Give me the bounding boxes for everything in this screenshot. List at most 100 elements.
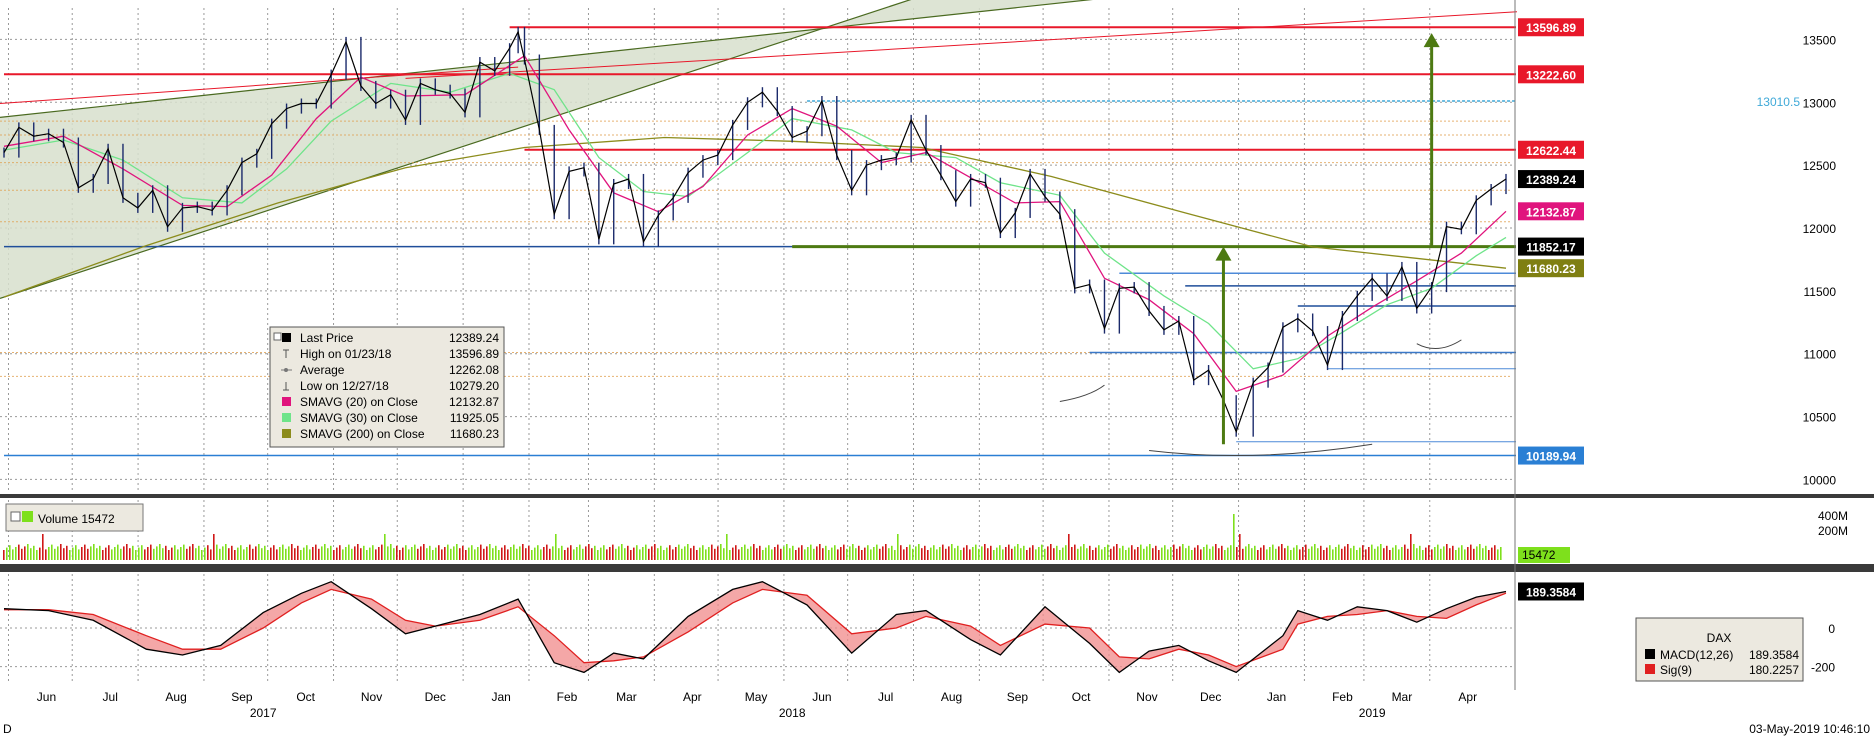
volume-bar (1188, 545, 1190, 560)
volume-bar (24, 546, 26, 560)
volume-bar (402, 547, 404, 560)
volume-bar (369, 547, 371, 560)
volume-bar (453, 546, 455, 560)
volume-bar (714, 548, 716, 560)
volume-bar (540, 549, 542, 560)
volume-bar (87, 548, 89, 560)
volume-bar (123, 546, 125, 560)
volume-bar (399, 550, 401, 560)
volume-bar (1035, 549, 1037, 560)
month-label: Feb (557, 690, 578, 704)
price-tick-label: 13500 (1803, 33, 1837, 47)
volume-bar (1356, 550, 1358, 560)
month-label: Dec (425, 690, 446, 704)
volume-bar (879, 548, 881, 560)
volume-bar (1452, 545, 1454, 560)
volume-bar (786, 544, 788, 560)
volume-bar (243, 549, 245, 560)
volume-bar (702, 545, 704, 560)
volume-bar (753, 544, 755, 560)
legend-value: 11925.05 (450, 411, 499, 425)
volume-bar (711, 544, 713, 560)
volume-bar (849, 546, 851, 560)
volume-bar (642, 547, 644, 560)
footer-left: D (3, 722, 12, 736)
volume-bar (867, 545, 869, 560)
volume-bar (723, 548, 725, 560)
volume-bar (543, 547, 545, 560)
volume-bar (1398, 549, 1400, 560)
volume-bar (435, 547, 437, 560)
volume-bar (486, 546, 488, 560)
volume-bar (828, 550, 830, 560)
volume-bar (555, 534, 557, 560)
volume-bar (1302, 547, 1304, 560)
volume-bar (1056, 545, 1058, 560)
volume-bar (552, 546, 554, 560)
volume-bar (507, 549, 509, 560)
volume-bar (51, 544, 53, 560)
volume-bar (63, 548, 65, 560)
volume-bar (1314, 544, 1316, 560)
volume-bar (759, 545, 761, 560)
volume-bar (558, 548, 560, 560)
volume-bar (1470, 544, 1472, 560)
month-label: Oct (296, 690, 315, 704)
volume-tag-text: 15472 (1522, 548, 1556, 562)
volume-bar (273, 545, 275, 560)
volume-bar (75, 545, 77, 560)
volume-bar (426, 548, 428, 560)
volume-bar (1179, 546, 1181, 560)
legend-label: Average (300, 363, 345, 377)
volume-bar (981, 546, 983, 560)
volume-bar (1410, 534, 1412, 560)
volume-bar (405, 545, 407, 560)
volume-bar (1443, 546, 1445, 560)
volume-bar (1251, 548, 1253, 560)
volume-bar (546, 544, 548, 560)
month-label: Aug (165, 690, 186, 704)
volume-bar (1020, 548, 1022, 560)
volume-bar (174, 545, 176, 560)
volume-legend-label: Volume 15472 (38, 512, 115, 526)
month-label: Feb (1332, 690, 1353, 704)
price-tag-text: 12622.44 (1526, 144, 1576, 158)
volume-bar (984, 544, 986, 560)
volume-bar (465, 550, 467, 560)
price-tick-label: 12000 (1803, 222, 1837, 236)
volume-bar (348, 544, 350, 560)
volume-bar (1437, 544, 1439, 560)
price-tag-box (1518, 140, 1584, 159)
volume-bar (1392, 547, 1394, 560)
shoulder-curve (1059, 384, 1105, 402)
volume-bar (1206, 544, 1208, 560)
volume-bar (318, 548, 320, 560)
volume-bar (990, 545, 992, 560)
volume-bar (999, 545, 1001, 560)
volume-bar (768, 545, 770, 560)
volume-legend: Volume 15472 (5, 503, 144, 532)
volume-bar (1317, 548, 1319, 560)
volume-bar (1275, 548, 1277, 560)
legend-value: 12262.08 (449, 363, 499, 377)
volume-bar (375, 549, 377, 560)
volume-bar (795, 550, 797, 560)
volume-bar (1074, 544, 1076, 560)
volume-bar (378, 547, 380, 560)
month-label: Apr (1458, 690, 1477, 704)
volume-bar (246, 547, 248, 560)
volume-bar (1098, 545, 1100, 560)
volume-bar (1233, 514, 1235, 560)
volume-bar (1434, 547, 1436, 560)
volume-bar (48, 547, 50, 560)
volume-bar (363, 545, 365, 560)
volume-legend-collapse-icon[interactable] (10, 511, 21, 522)
volume-bar (201, 550, 203, 560)
base-curve (1149, 443, 1373, 457)
volume-bar (495, 545, 497, 560)
volume-bar (114, 547, 116, 560)
volume-bar (669, 545, 671, 560)
volume-bar (1119, 548, 1121, 560)
volume-bar (717, 546, 719, 560)
